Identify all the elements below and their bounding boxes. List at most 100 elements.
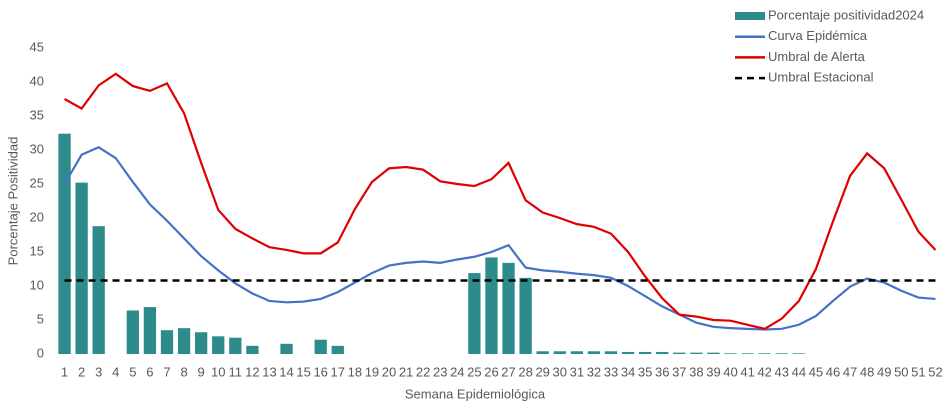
x-tick-label: 40 bbox=[723, 364, 737, 379]
x-tick-label: 49 bbox=[877, 364, 891, 379]
x-tick-label: 29 bbox=[535, 364, 549, 379]
line bbox=[63, 146, 936, 331]
x-tick-label: 4 bbox=[112, 364, 119, 379]
legend-label: Porcentaje positividad2024 bbox=[768, 7, 924, 22]
x-tick-label: 17 bbox=[331, 364, 345, 379]
x-tick-label: 47 bbox=[843, 364, 857, 379]
x-tick-label: 31 bbox=[570, 364, 584, 379]
x-tick-label: 6 bbox=[146, 364, 153, 379]
bar bbox=[212, 336, 225, 354]
bar bbox=[246, 345, 259, 354]
bar bbox=[673, 352, 686, 354]
x-tick-label: 28 bbox=[518, 364, 532, 379]
y-tick-label: 30 bbox=[30, 141, 44, 156]
bar bbox=[502, 262, 515, 354]
x-tick-label: 9 bbox=[198, 364, 205, 379]
bar bbox=[195, 332, 208, 354]
x-tick-label: 2 bbox=[78, 364, 85, 379]
legend-label: Curva Epidémica bbox=[768, 28, 868, 43]
x-tick-label: 7 bbox=[163, 364, 170, 379]
bar bbox=[143, 307, 157, 354]
x-tick-label: 14 bbox=[279, 364, 293, 379]
bar bbox=[587, 351, 601, 354]
x-tick-label: 13 bbox=[262, 364, 276, 379]
bar bbox=[177, 328, 191, 354]
x-tick-label: 39 bbox=[706, 364, 720, 379]
bar bbox=[741, 353, 754, 354]
x-tick-label: 48 bbox=[860, 364, 874, 379]
bar bbox=[570, 351, 583, 354]
x-axis-title: Semana Epidemiológica bbox=[405, 386, 546, 401]
bar bbox=[229, 337, 242, 354]
bar bbox=[639, 351, 652, 354]
x-tick-label: 10 bbox=[211, 364, 225, 379]
x-tick-label: 51 bbox=[911, 364, 925, 379]
bar bbox=[126, 310, 139, 354]
x-tick-label: 52 bbox=[928, 364, 942, 379]
x-tick-label: 41 bbox=[740, 364, 754, 379]
bar bbox=[280, 343, 293, 354]
x-tick-label: 11 bbox=[229, 364, 243, 379]
x-tick-label: 42 bbox=[757, 364, 771, 379]
bar bbox=[724, 353, 737, 354]
bar bbox=[553, 351, 566, 354]
bar bbox=[792, 353, 805, 354]
bar bbox=[656, 351, 669, 354]
x-tick-label: 26 bbox=[484, 364, 498, 379]
y-axis-title: Porcentaje Positividad bbox=[5, 137, 20, 266]
y-tick-label: 5 bbox=[37, 311, 44, 326]
x-tick-label: 27 bbox=[501, 364, 515, 379]
x-tick-label: 3 bbox=[95, 364, 102, 379]
bar bbox=[758, 353, 771, 354]
x-tick-label: 15 bbox=[296, 364, 310, 379]
x-tick-label: 33 bbox=[604, 364, 618, 379]
x-tick-label: 44 bbox=[792, 364, 806, 379]
y-tick-label: 10 bbox=[30, 277, 44, 292]
x-tick-label: 35 bbox=[638, 364, 652, 379]
x-tick-label: 30 bbox=[553, 364, 567, 379]
y-tick-label: 45 bbox=[30, 39, 44, 54]
x-tick-label: 18 bbox=[348, 364, 362, 379]
line bbox=[64, 72, 937, 331]
x-tick-label: 23 bbox=[433, 364, 447, 379]
y-tick-label: 25 bbox=[30, 175, 44, 190]
bar bbox=[75, 182, 88, 354]
x-tick-label: 46 bbox=[826, 364, 840, 379]
bar bbox=[58, 133, 71, 354]
bar bbox=[92, 226, 105, 354]
bar bbox=[621, 351, 635, 354]
bar bbox=[707, 352, 720, 354]
x-tick-label: 50 bbox=[894, 364, 908, 379]
bar bbox=[690, 352, 703, 354]
y-tick-label: 20 bbox=[30, 209, 44, 224]
bar bbox=[331, 345, 344, 354]
bar bbox=[314, 339, 327, 354]
x-tick-label: 36 bbox=[655, 364, 669, 379]
x-tick-label: 22 bbox=[416, 364, 430, 379]
x-tick-label: 24 bbox=[450, 364, 464, 379]
bar bbox=[160, 330, 174, 354]
legend-label: Umbral de Alerta bbox=[768, 49, 866, 64]
bar bbox=[519, 277, 532, 354]
legend-swatch bbox=[735, 12, 765, 20]
x-tick-label: 32 bbox=[587, 364, 601, 379]
y-tick-label: 40 bbox=[30, 73, 44, 88]
x-tick-label: 21 bbox=[399, 364, 413, 379]
y-tick-label: 15 bbox=[30, 243, 44, 258]
x-tick-label: 20 bbox=[382, 364, 396, 379]
bar bbox=[775, 353, 788, 354]
x-tick-label: 19 bbox=[365, 364, 379, 379]
x-tick-label: 12 bbox=[245, 364, 259, 379]
legend-label: Umbral Estacional bbox=[768, 70, 874, 85]
bar bbox=[468, 273, 481, 354]
bar bbox=[536, 351, 549, 354]
x-tick-label: 16 bbox=[313, 364, 327, 379]
y-tick-label: 0 bbox=[37, 345, 44, 360]
x-tick-label: 25 bbox=[467, 364, 481, 379]
x-tick-label: 37 bbox=[672, 364, 686, 379]
x-tick-label: 8 bbox=[180, 364, 187, 379]
x-tick-label: 34 bbox=[621, 364, 635, 379]
x-tick-label: 45 bbox=[809, 364, 823, 379]
x-tick-label: 43 bbox=[775, 364, 789, 379]
